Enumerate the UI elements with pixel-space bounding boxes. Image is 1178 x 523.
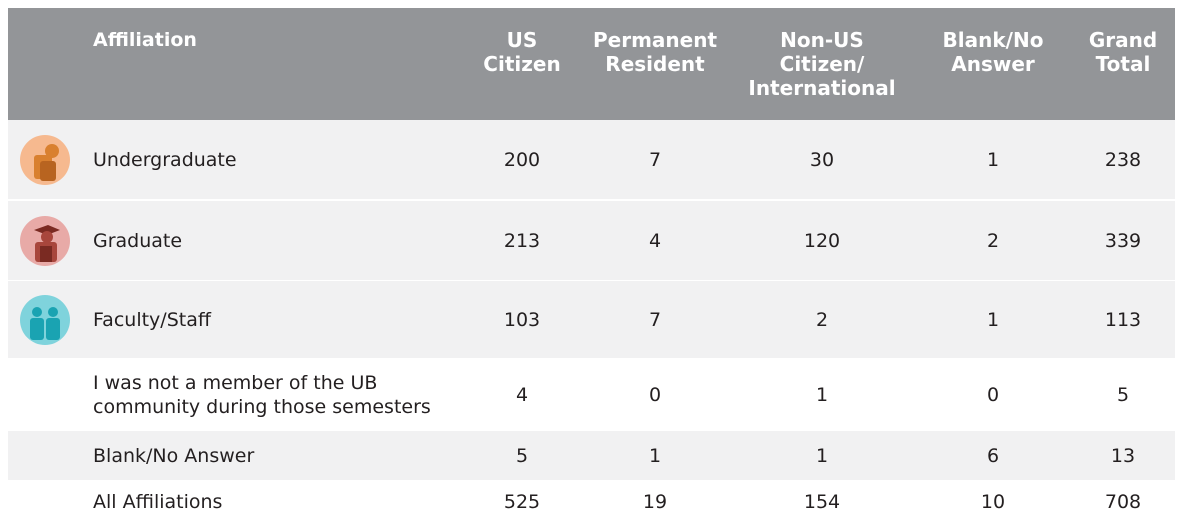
table-header: Affiliation US Citizen Permanent Resident N… — [8, 8, 1175, 120]
cell-value: 339 — [1104, 229, 1142, 252]
cell-value: 19 — [642, 491, 668, 513]
table-row: Graduate 213 4 120 2 339 — [8, 201, 1175, 280]
table-row: Faculty/Staff 103 7 2 1 113 — [8, 281, 1175, 358]
cell-value: 525 — [503, 491, 541, 513]
cell-value: 1 — [986, 308, 1000, 331]
cell-value: 103 — [503, 308, 541, 331]
row-label: Undergraduate — [93, 148, 237, 171]
cell-value: 13 — [1110, 444, 1136, 467]
cell-value: 1 — [815, 383, 829, 406]
table-row: All Affiliations 525 19 154 10 708 — [8, 481, 1175, 523]
cell-value: 1 — [648, 444, 662, 467]
cell-value: 200 — [503, 148, 541, 171]
cell-value: 5 — [1116, 383, 1130, 406]
cell-value: 154 — [803, 491, 841, 513]
cell-value: 4 — [515, 383, 529, 406]
affiliation-icon — [20, 134, 70, 185]
row-label: All Affiliations — [93, 491, 223, 513]
cell-value: 2 — [815, 308, 829, 331]
affiliation-icon — [20, 215, 70, 266]
cell-value: 5 — [515, 444, 529, 467]
column-header: Blank/No Answer — [942, 28, 1044, 76]
cell-value: 2 — [986, 229, 1000, 252]
cell-value: 708 — [1104, 491, 1142, 513]
cell-value: 113 — [1104, 308, 1142, 331]
cell-value: 120 — [803, 229, 841, 252]
cell-value: 0 — [986, 383, 1000, 406]
row-label: I was not a member of the UB community d… — [93, 371, 431, 418]
row-label: Graduate — [93, 229, 183, 252]
cell-value: 10 — [980, 491, 1006, 513]
column-header: Non-US Citizen/ International — [748, 28, 896, 100]
cell-value: 1 — [815, 444, 829, 467]
column-header: Grand Total — [1088, 28, 1158, 76]
column-header: Affiliation — [93, 29, 197, 51]
cell-value: 238 — [1104, 148, 1142, 171]
affiliation-icon — [20, 294, 70, 345]
column-header: Permanent Resident — [592, 28, 718, 76]
cell-value: 7 — [648, 148, 662, 171]
column-header: US Citizen — [483, 28, 561, 76]
row-label: Faculty/Staff — [93, 308, 211, 331]
row-label: Blank/No Answer — [93, 444, 255, 467]
table-row: I was not a member of the UB community d… — [8, 359, 1175, 430]
cell-value: 4 — [648, 229, 662, 252]
table-row: Undergraduate 200 7 30 1 238 — [8, 120, 1175, 199]
cell-value: 30 — [809, 148, 835, 171]
cell-value: 1 — [986, 148, 1000, 171]
cell-value: 7 — [648, 308, 662, 331]
table-row: Blank/No Answer 5 1 1 6 13 — [8, 431, 1175, 480]
cell-value: 6 — [986, 444, 1000, 467]
cell-value: 0 — [648, 383, 662, 406]
cell-value: 213 — [503, 229, 541, 252]
